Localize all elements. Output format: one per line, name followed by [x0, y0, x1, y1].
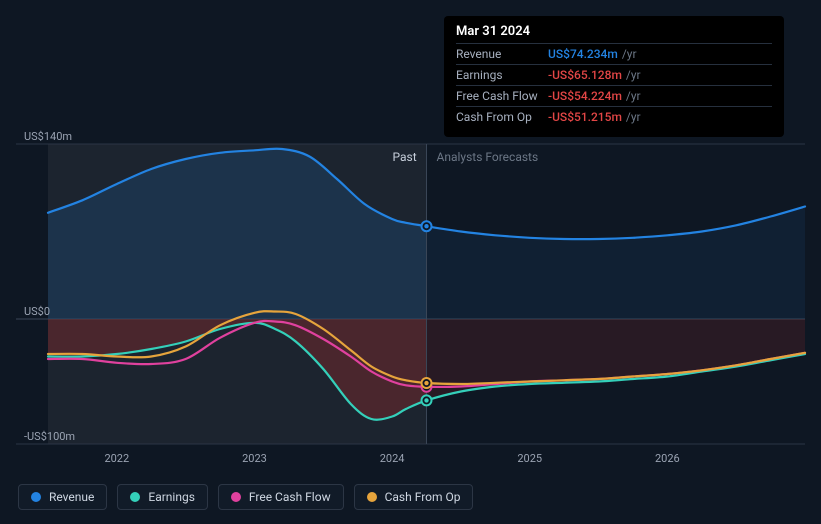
tooltip-suffix: /yr — [626, 110, 641, 124]
tooltip-row: Earnings-US$65.128m/yr — [456, 64, 772, 85]
financials-chart: Mar 31 2024 RevenueUS$74.234m/yrEarnings… — [0, 0, 821, 524]
tooltip-metric: Earnings — [456, 68, 548, 82]
y-axis-label: US$140m — [24, 130, 72, 143]
tooltip-metric: Free Cash Flow — [456, 89, 548, 103]
legend-item-earnings[interactable]: Earnings — [117, 484, 208, 510]
x-axis-label: 2022 — [104, 452, 129, 465]
legend-label: Cash From Op — [385, 490, 461, 504]
tooltip-suffix: /yr — [626, 68, 641, 82]
y-axis-label: US$0 — [24, 305, 50, 318]
x-axis-label: 2024 — [380, 452, 405, 465]
forecast-label: Analysts Forecasts — [437, 150, 539, 164]
legend-item-free-cash-flow[interactable]: Free Cash Flow — [218, 484, 344, 510]
tooltip-metric: Cash From Op — [456, 110, 548, 124]
y-axis-label: -US$100m — [24, 430, 75, 443]
tooltip-suffix: /yr — [622, 47, 637, 61]
tooltip-value: -US$54.224m — [548, 89, 622, 103]
tooltip-value: US$74.234m — [548, 47, 618, 61]
legend-swatch — [367, 492, 377, 502]
legend-swatch — [130, 492, 140, 502]
legend-swatch — [231, 492, 241, 502]
chart-legend: Revenue Earnings Free Cash Flow Cash From O… — [18, 484, 473, 510]
x-axis-label: 2025 — [517, 452, 542, 465]
legend-label: Earnings — [148, 490, 195, 504]
tooltip-row: Cash From Op-US$51.215m/yr — [456, 106, 772, 127]
tooltip-value: -US$51.215m — [548, 110, 622, 124]
legend-swatch — [31, 492, 41, 502]
chart-tooltip: Mar 31 2024 RevenueUS$74.234m/yrEarnings… — [444, 16, 784, 137]
tooltip-title: Mar 31 2024 — [456, 24, 772, 43]
legend-item-revenue[interactable]: Revenue — [18, 484, 107, 510]
tooltip-metric: Revenue — [456, 47, 548, 61]
tooltip-value: -US$65.128m — [548, 68, 622, 82]
x-axis-label: 2026 — [655, 452, 680, 465]
legend-label: Free Cash Flow — [249, 490, 331, 504]
tooltip-suffix: /yr — [626, 89, 641, 103]
legend-label: Revenue — [49, 490, 94, 504]
legend-item-cash-from-op[interactable]: Cash From Op — [354, 484, 474, 510]
tooltip-row: Free Cash Flow-US$54.224m/yr — [456, 85, 772, 106]
tooltip-rows: RevenueUS$74.234m/yrEarnings-US$65.128m/… — [456, 43, 772, 127]
tooltip-row: RevenueUS$74.234m/yr — [456, 43, 772, 64]
past-label: Past — [393, 150, 417, 164]
x-axis-label: 2023 — [242, 452, 267, 465]
